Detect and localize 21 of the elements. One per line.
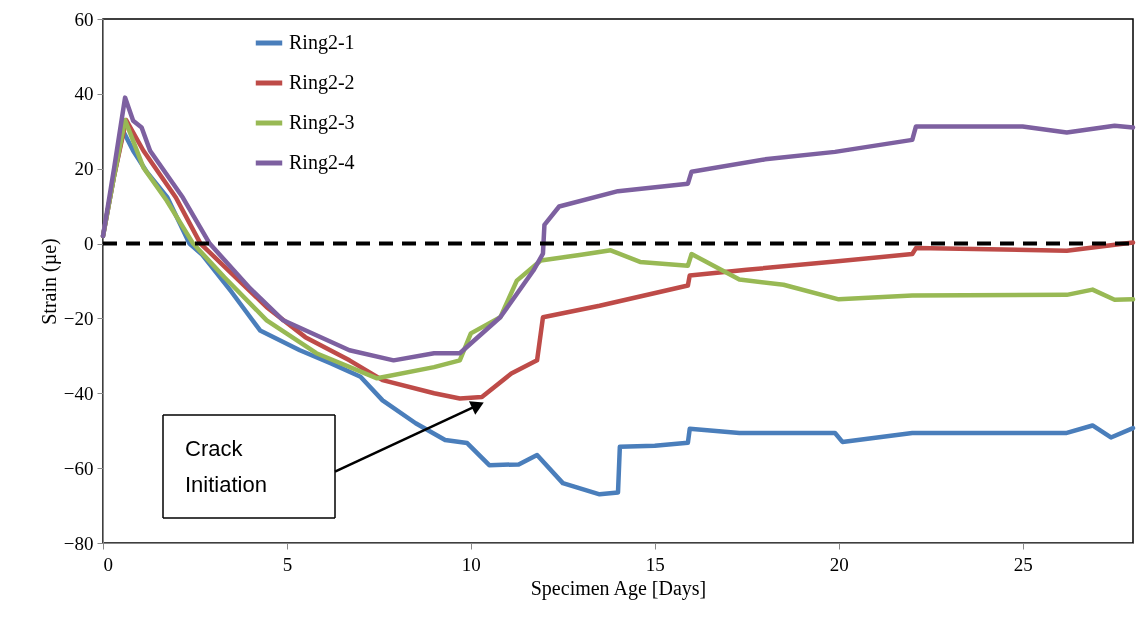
x-tick-label: 5 [282, 553, 293, 575]
y-tick-label: −80 [63, 532, 94, 554]
legend-label: Ring2-1 [289, 31, 355, 54]
x-tick-label: 15 [645, 553, 665, 575]
y-tick-label: −60 [63, 457, 94, 479]
legend-label: Ring2-2 [289, 71, 355, 94]
y-tick-label: −20 [63, 307, 94, 329]
y-tick-label: −40 [63, 382, 94, 404]
x-tick-label: 25 [1013, 553, 1033, 575]
annotation: Crack Initiation [185, 435, 267, 497]
legend-label: Ring2-3 [289, 111, 355, 134]
x-tick-label: 0 [103, 553, 113, 575]
x-tick-label: 10 [461, 553, 481, 575]
y-tick-label: 40 [74, 83, 94, 105]
x-tick-label: 20 [829, 553, 849, 575]
y-tick-label: 60 [74, 8, 94, 30]
x-axis-title: Specimen Age [Days] [530, 576, 707, 600]
y-axis-title: Strain (µe) [37, 238, 61, 325]
y-tick-label: 0 [84, 233, 94, 255]
y-tick-label: 20 [74, 158, 94, 180]
legend-label: Ring2-4 [289, 151, 355, 174]
